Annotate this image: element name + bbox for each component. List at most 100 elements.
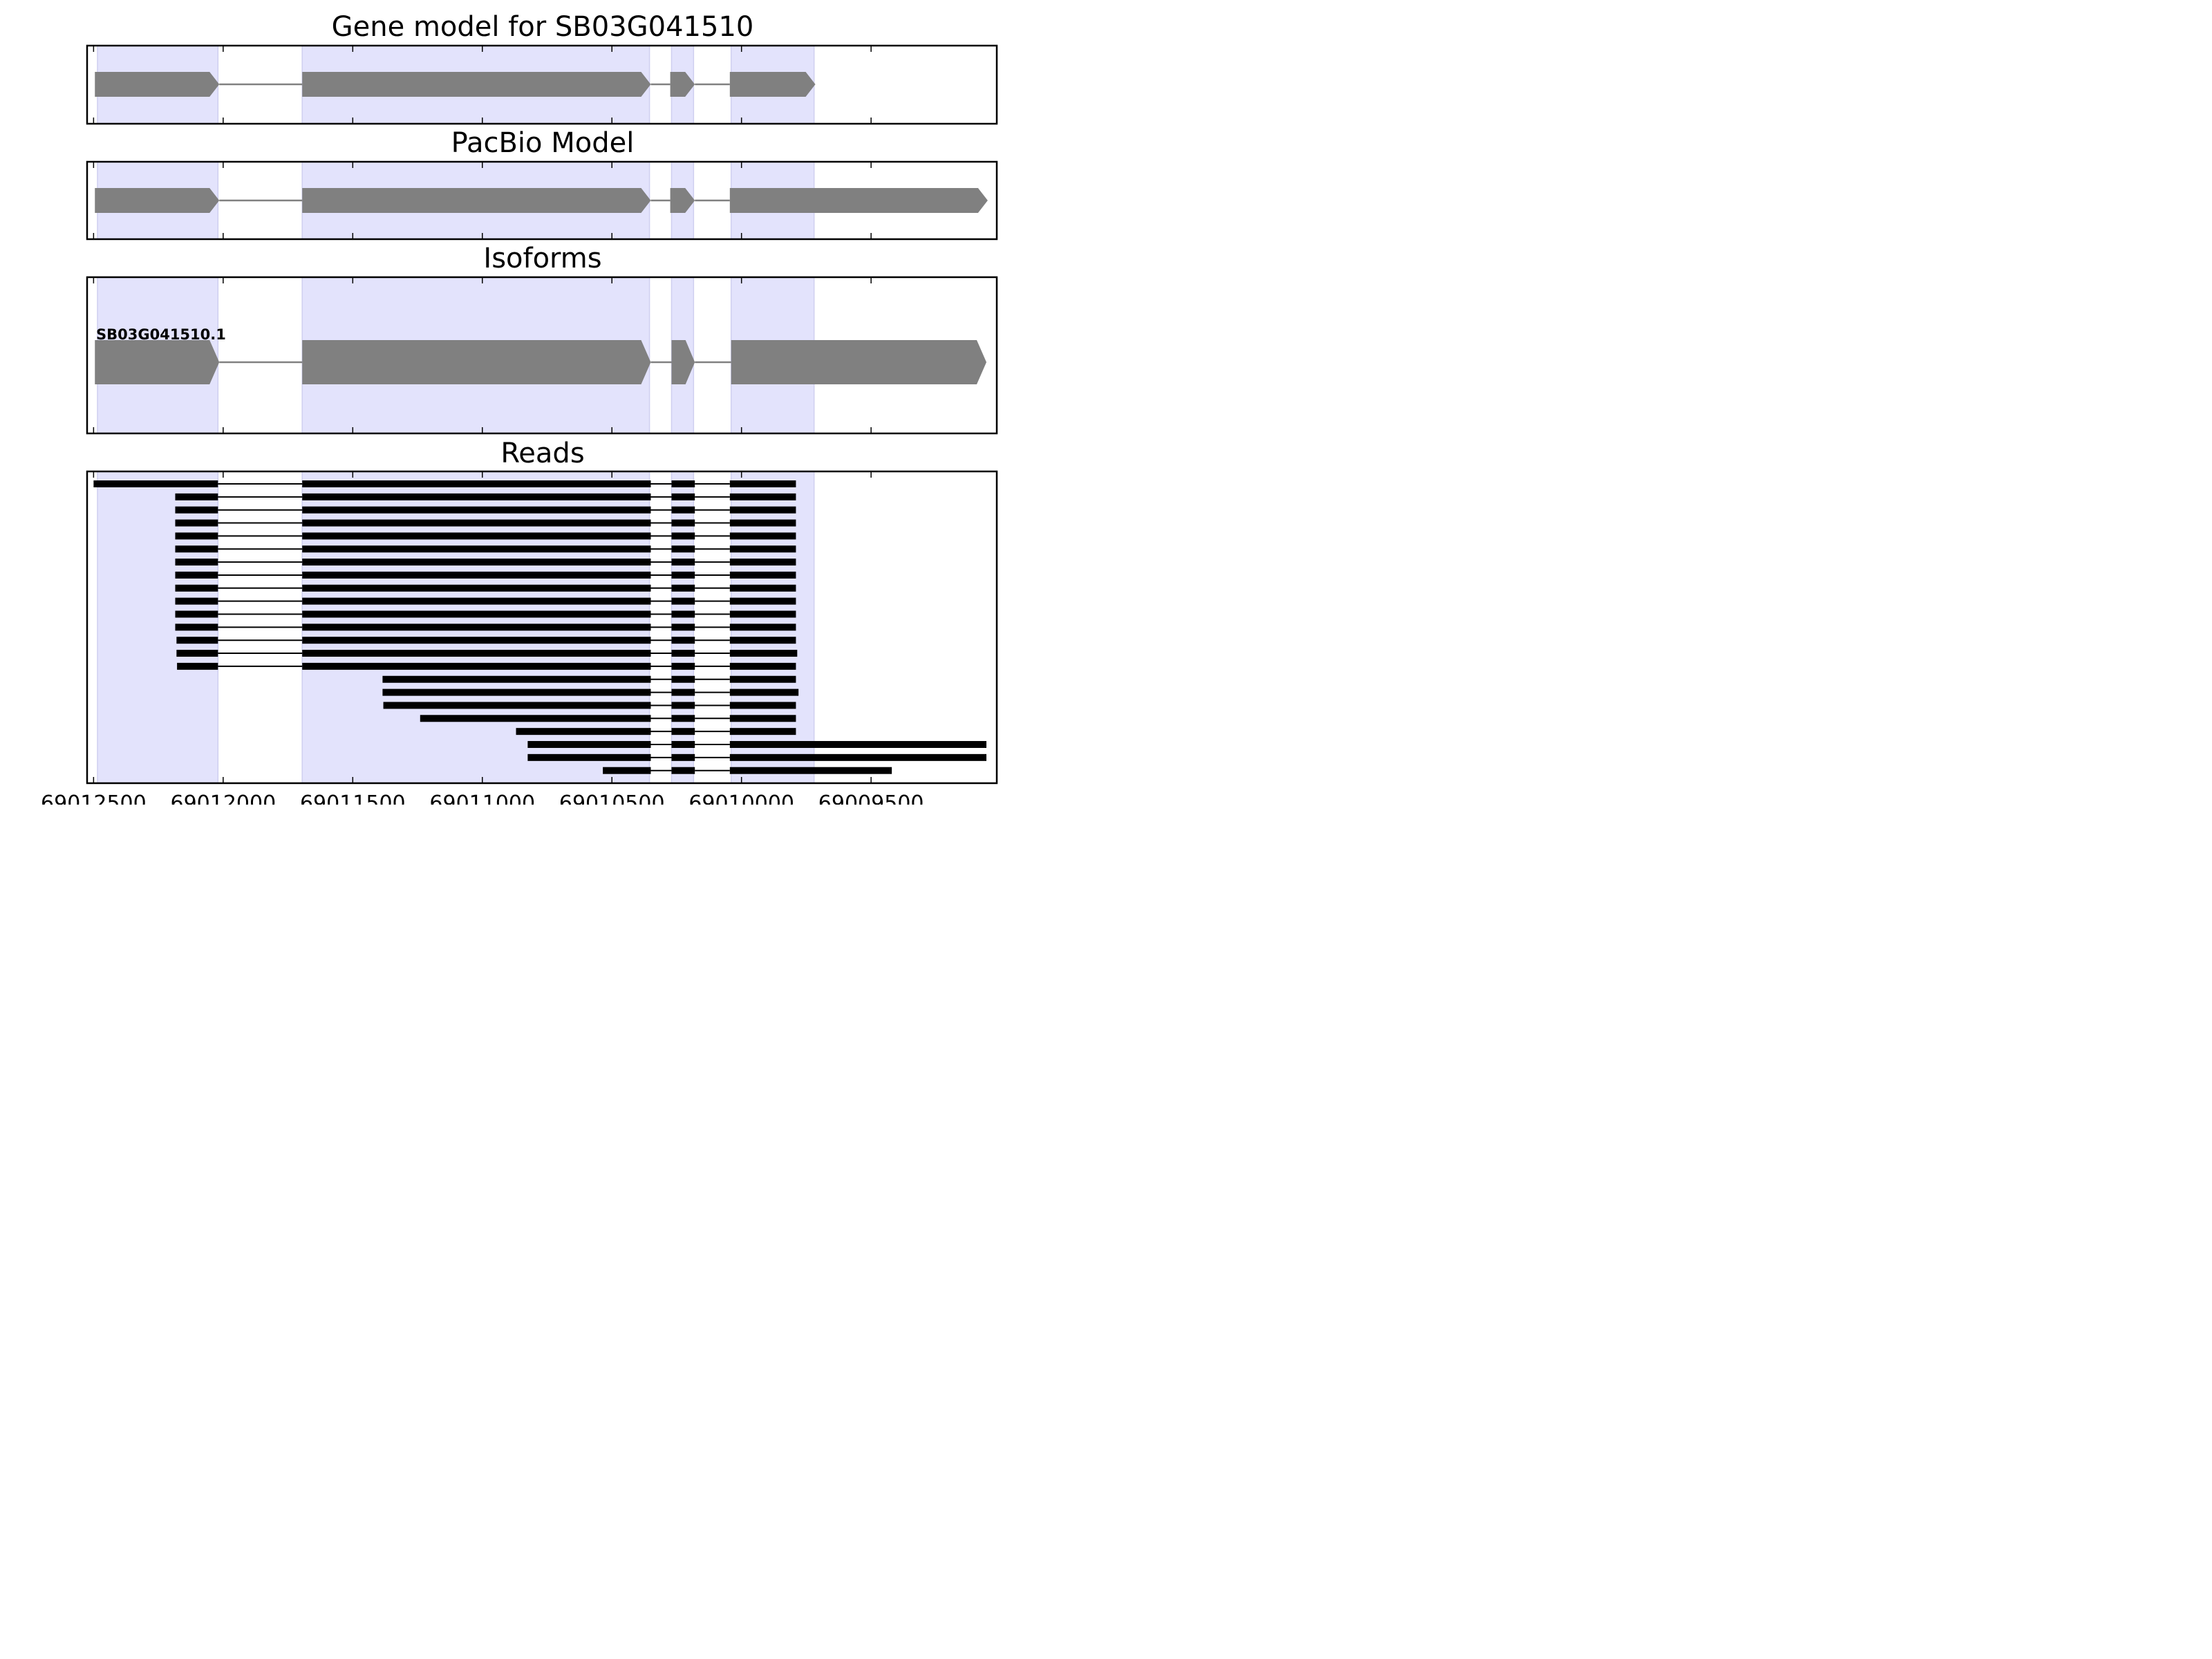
read-exon-block: [302, 480, 651, 487]
gene-structure-figure: Gene model for SB03G041510 PacBio Model …: [41, 11, 998, 805]
read-4: [175, 532, 796, 540]
read-exon-block: [175, 559, 218, 566]
exon-block: [95, 188, 220, 213]
panel-title-gene-model: Gene model for SB03G041510: [332, 11, 754, 43]
read-exon-block: [302, 610, 651, 618]
read-exon-block: [382, 675, 651, 683]
read-exon-block: [671, 637, 695, 644]
read-exon-block: [175, 571, 218, 579]
read-18: [420, 715, 796, 722]
read-exon-block: [671, 624, 695, 631]
plot-layer: 69012500 69012000 69011500 69011000 69010500…: [41, 44, 998, 805]
read-exon-block: [729, 584, 796, 592]
read-exon-block: [729, 532, 796, 540]
read-exon-block: [302, 571, 651, 579]
gene-model-2: [95, 340, 987, 384]
read-exon-block: [302, 519, 651, 527]
reads-group: [93, 480, 987, 774]
read-exon-block: [302, 532, 651, 540]
read-exon-block: [729, 741, 987, 748]
read-exon-block: [671, 728, 695, 735]
read-exon-block: [671, 741, 695, 748]
exon-block: [729, 188, 988, 213]
read-exon-block: [302, 637, 651, 644]
read-11: [175, 624, 796, 631]
read-9: [175, 597, 796, 605]
read-7: [175, 571, 796, 579]
read-exon-block: [302, 597, 651, 605]
read-exon-block: [383, 702, 651, 709]
read-17: [383, 702, 796, 709]
read-exon-block: [671, 675, 695, 683]
exon-block: [95, 72, 220, 97]
panel-title-pacbio-model: PacBio Model: [451, 127, 635, 159]
read-exon-block: [729, 688, 799, 696]
read-exon-block: [175, 545, 218, 553]
gene-model-1: [95, 188, 988, 213]
read-exon-block: [729, 662, 796, 670]
read-12: [176, 637, 796, 644]
read-exon-block: [671, 571, 695, 579]
x-tick-label: 69011500: [300, 791, 406, 805]
read-exon-block: [671, 715, 695, 722]
gene-model-0: [95, 72, 816, 97]
read-exon-block: [671, 545, 695, 553]
read-8: [175, 584, 796, 592]
exon-block: [731, 340, 987, 384]
read-exon-block: [177, 662, 218, 670]
exon-block: [670, 72, 695, 97]
exon-block: [302, 340, 651, 384]
read-exon-block: [302, 624, 651, 631]
read-exon-block: [729, 753, 987, 761]
read-exon-block: [729, 637, 796, 644]
panel-frame: [86, 44, 998, 125]
exon-block: [671, 340, 695, 384]
panel-frame: [86, 160, 998, 241]
read-exon-block: [420, 715, 651, 722]
read-exon-block: [729, 571, 796, 579]
read-exon-block: [729, 597, 796, 605]
read-exon-block: [175, 519, 218, 527]
read-exon-block: [671, 662, 695, 670]
read-exon-block: [671, 532, 695, 540]
read-exon-block: [175, 506, 218, 514]
read-exon-block: [729, 624, 796, 631]
panel-frame: [86, 470, 998, 785]
read-exon-block: [302, 559, 651, 566]
read-exon-block: [175, 584, 218, 592]
read-exon-block: [729, 675, 796, 683]
read-21: [527, 753, 987, 761]
read-5: [175, 545, 796, 553]
read-3: [175, 519, 796, 527]
read-16: [382, 688, 799, 696]
read-exon-block: [671, 597, 695, 605]
panel-title-isoforms: Isoforms: [483, 243, 601, 274]
read-exon-block: [729, 728, 796, 735]
read-exon-block: [175, 493, 218, 500]
read-exon-block: [671, 480, 695, 487]
x-tick-label: 69011000: [429, 791, 535, 805]
read-6: [175, 559, 796, 566]
exon-block: [95, 340, 220, 384]
read-exon-block: [671, 519, 695, 527]
read-15: [382, 675, 796, 683]
read-14: [177, 662, 796, 670]
read-exon-block: [527, 753, 651, 761]
read-exon-block: [729, 650, 798, 657]
read-0: [93, 480, 796, 487]
panel-frame: [86, 276, 998, 435]
read-13: [176, 650, 798, 657]
read-20: [527, 741, 987, 748]
read-exon-block: [729, 545, 796, 553]
exon-block: [729, 72, 816, 97]
read-exon-block: [671, 559, 695, 566]
read-exon-block: [671, 584, 695, 592]
read-exon-block: [671, 753, 695, 761]
read-exon-block: [729, 767, 892, 774]
read-exon-block: [729, 702, 796, 709]
exon-block: [302, 72, 651, 97]
x-tick-label: 69009500: [818, 791, 924, 805]
read-exon-block: [603, 767, 651, 774]
read-exon-block: [302, 662, 651, 670]
x-tick-label: 69010000: [688, 791, 794, 805]
